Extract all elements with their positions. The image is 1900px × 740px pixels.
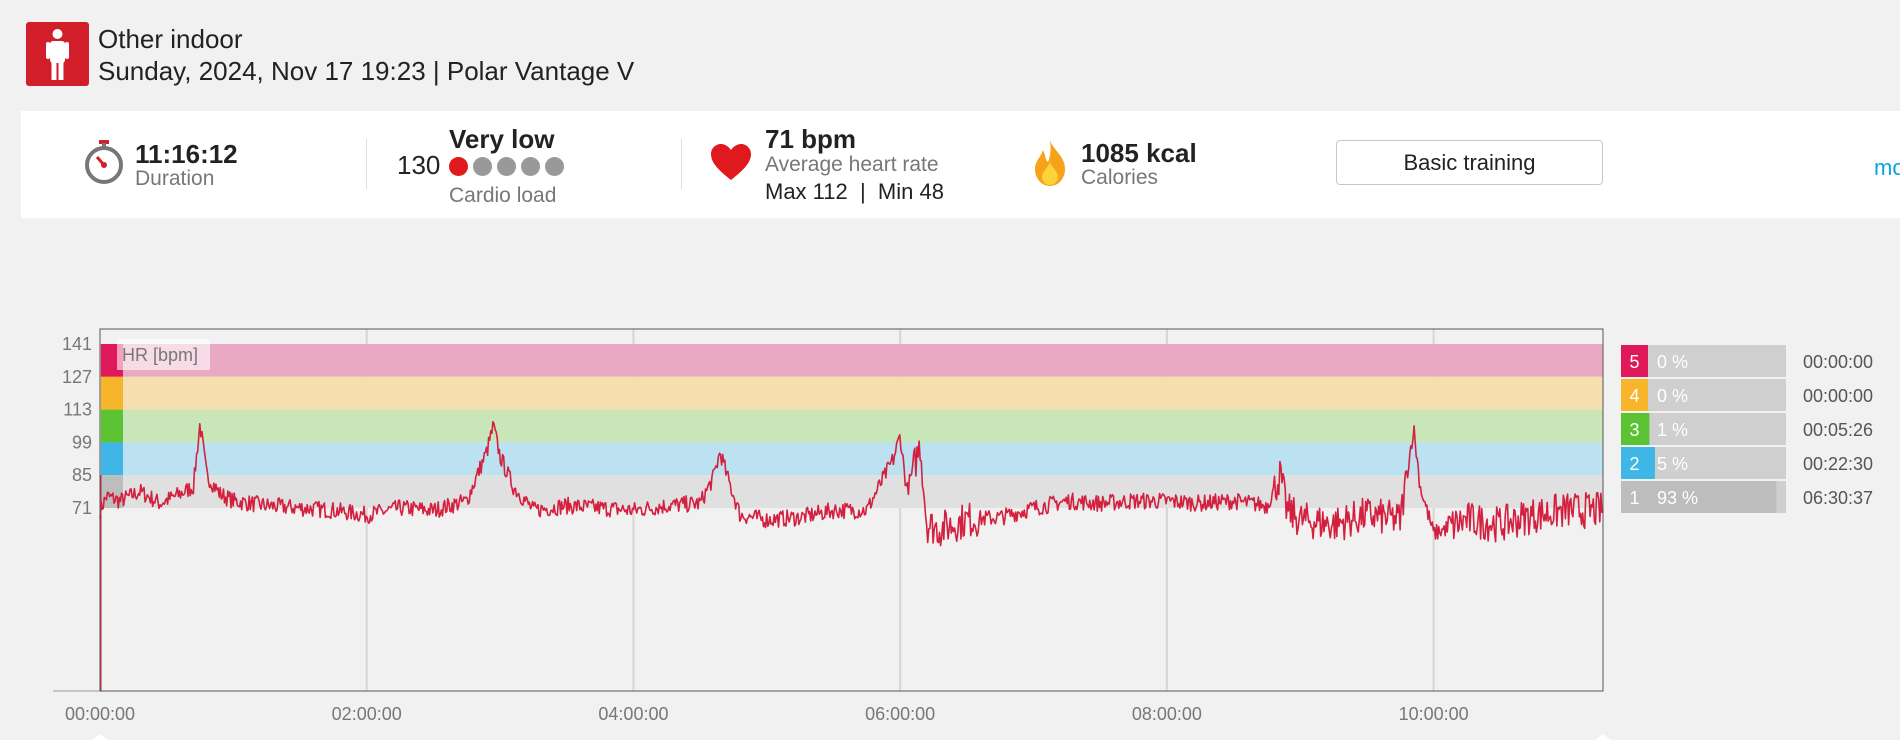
zone-legend-row-3: 3 1 % 00:05:26 [1621,413,1873,445]
zone-legend-fill [1648,447,1655,479]
calories-value: 1085 kcal [1081,138,1197,168]
zone-number: 2 [1629,454,1639,474]
zone-time: 00:00:00 [1803,352,1873,372]
x-tick-label: 10:00:00 [1399,704,1469,724]
zone-legend-swatch [1621,481,1648,513]
zone-time: 06:30:37 [1803,488,1873,508]
zone-legend-row-1: 1 93 % 06:30:37 [1621,481,1873,513]
cardio-load-dot [497,157,516,176]
zone-percent: 5 % [1657,454,1688,474]
cardio-load-label: Cardio load [449,184,557,207]
avg-heart-rate-value: 71 bpm [765,124,857,154]
zone-legend-bar [1621,379,1786,411]
zone-legend-fill [1648,481,1777,513]
zone-percent: 0 % [1657,352,1688,372]
range-start-handle[interactable] [88,734,112,740]
hr-zone-band-5 [100,344,1603,377]
zone-legend-row-4: 4 0 % 00:00:00 [1621,379,1873,411]
x-tick-label: 00:00:00 [65,704,135,724]
y-tick-label: 71 [72,498,92,518]
cardio-load-dot [521,157,540,176]
basic-training-button[interactable]: Basic training [1336,140,1603,185]
stopwatch-icon [85,140,123,184]
zone-percent: 93 % [1657,488,1698,508]
divider [681,139,682,189]
zone-percent: 0 % [1657,386,1688,406]
cardio-load-level: Very low [449,124,555,154]
range-end-handle[interactable] [1591,734,1615,740]
heart-rate-chart: 141 127 113 99 85 71 00:00:00 02:00:00 04:00:00… [53,328,1873,740]
zone-legend-row-5: 5 0 % 00:00:00 [1621,345,1873,377]
zone-time: 00:05:26 [1803,420,1873,440]
y-tick-label: 85 [72,465,92,485]
y-tick-label: 127 [62,367,92,387]
x-tick-label: 02:00:00 [332,704,402,724]
plot-frame [99,328,1604,692]
cardio-load-dot [473,157,492,176]
hr-zone-tab-4 [101,376,123,410]
heart-rate-line [99,420,1604,547]
activity-subtitle: Sunday, 2024, Nov 17 19:23 | Polar Vanta… [98,56,635,86]
activity-title: Other indoor [98,24,243,54]
hr-zone-band-2 [100,442,1603,476]
zone-legend-swatch [1621,447,1648,479]
cardio-load-dots [449,157,564,176]
zone-time: 00:00:00 [1803,386,1873,406]
calories-label: Calories [1081,166,1159,189]
hr-zone-band-1 [100,475,1603,508]
zone-number: 5 [1629,352,1639,372]
y-axis-label: HR [bpm] [122,345,198,365]
duration-value: 11:16:12 [135,139,238,169]
avg-heart-rate-label: Average heart rate [765,153,939,176]
zone-percent: 1 % [1657,420,1688,440]
flame-icon [1035,140,1065,186]
zone-legend-swatch [1621,345,1648,377]
x-tick-label: 06:00:00 [865,704,935,724]
duration-label: Duration [135,167,215,190]
y-tick-label: 99 [72,432,92,452]
cardio-load-dot [449,157,468,176]
x-tick-label: 04:00:00 [598,704,668,724]
person-standing-icon [26,22,89,86]
y-tick-label: 141 [62,334,92,354]
zone-legend-swatch [1621,413,1648,445]
hr-zone-tab-2 [101,442,123,476]
zone-number: 3 [1629,420,1639,440]
zone-legend-bar [1621,345,1786,377]
zone-number: 1 [1629,488,1639,508]
summary-bar: 11:16:12 Duration 130 Very low Cardio lo… [21,111,1900,218]
y-tick-label: 113 [63,400,92,420]
zone-legend-fill [1648,413,1650,445]
zone-number: 4 [1629,386,1639,406]
cardio-load-dot [545,157,564,176]
heart-rate-minmax: Max 112 | Min 48 [765,179,944,204]
heart-icon [711,144,751,180]
more-link[interactable]: mo [1874,155,1900,180]
zone-time: 00:22:30 [1803,454,1873,474]
cardio-load-score: 130 [397,150,441,180]
ylabel-box [117,339,210,370]
zone-legend-row-2: 2 5 % 00:22:30 [1621,447,1873,479]
divider [366,139,367,189]
hr-zone-band-3 [100,409,1603,443]
hr-zone-band-4 [100,376,1603,410]
zone-legend-swatch [1621,379,1648,411]
x-tick-label: 08:00:00 [1132,704,1202,724]
hr-zone-tab-3 [101,409,123,443]
